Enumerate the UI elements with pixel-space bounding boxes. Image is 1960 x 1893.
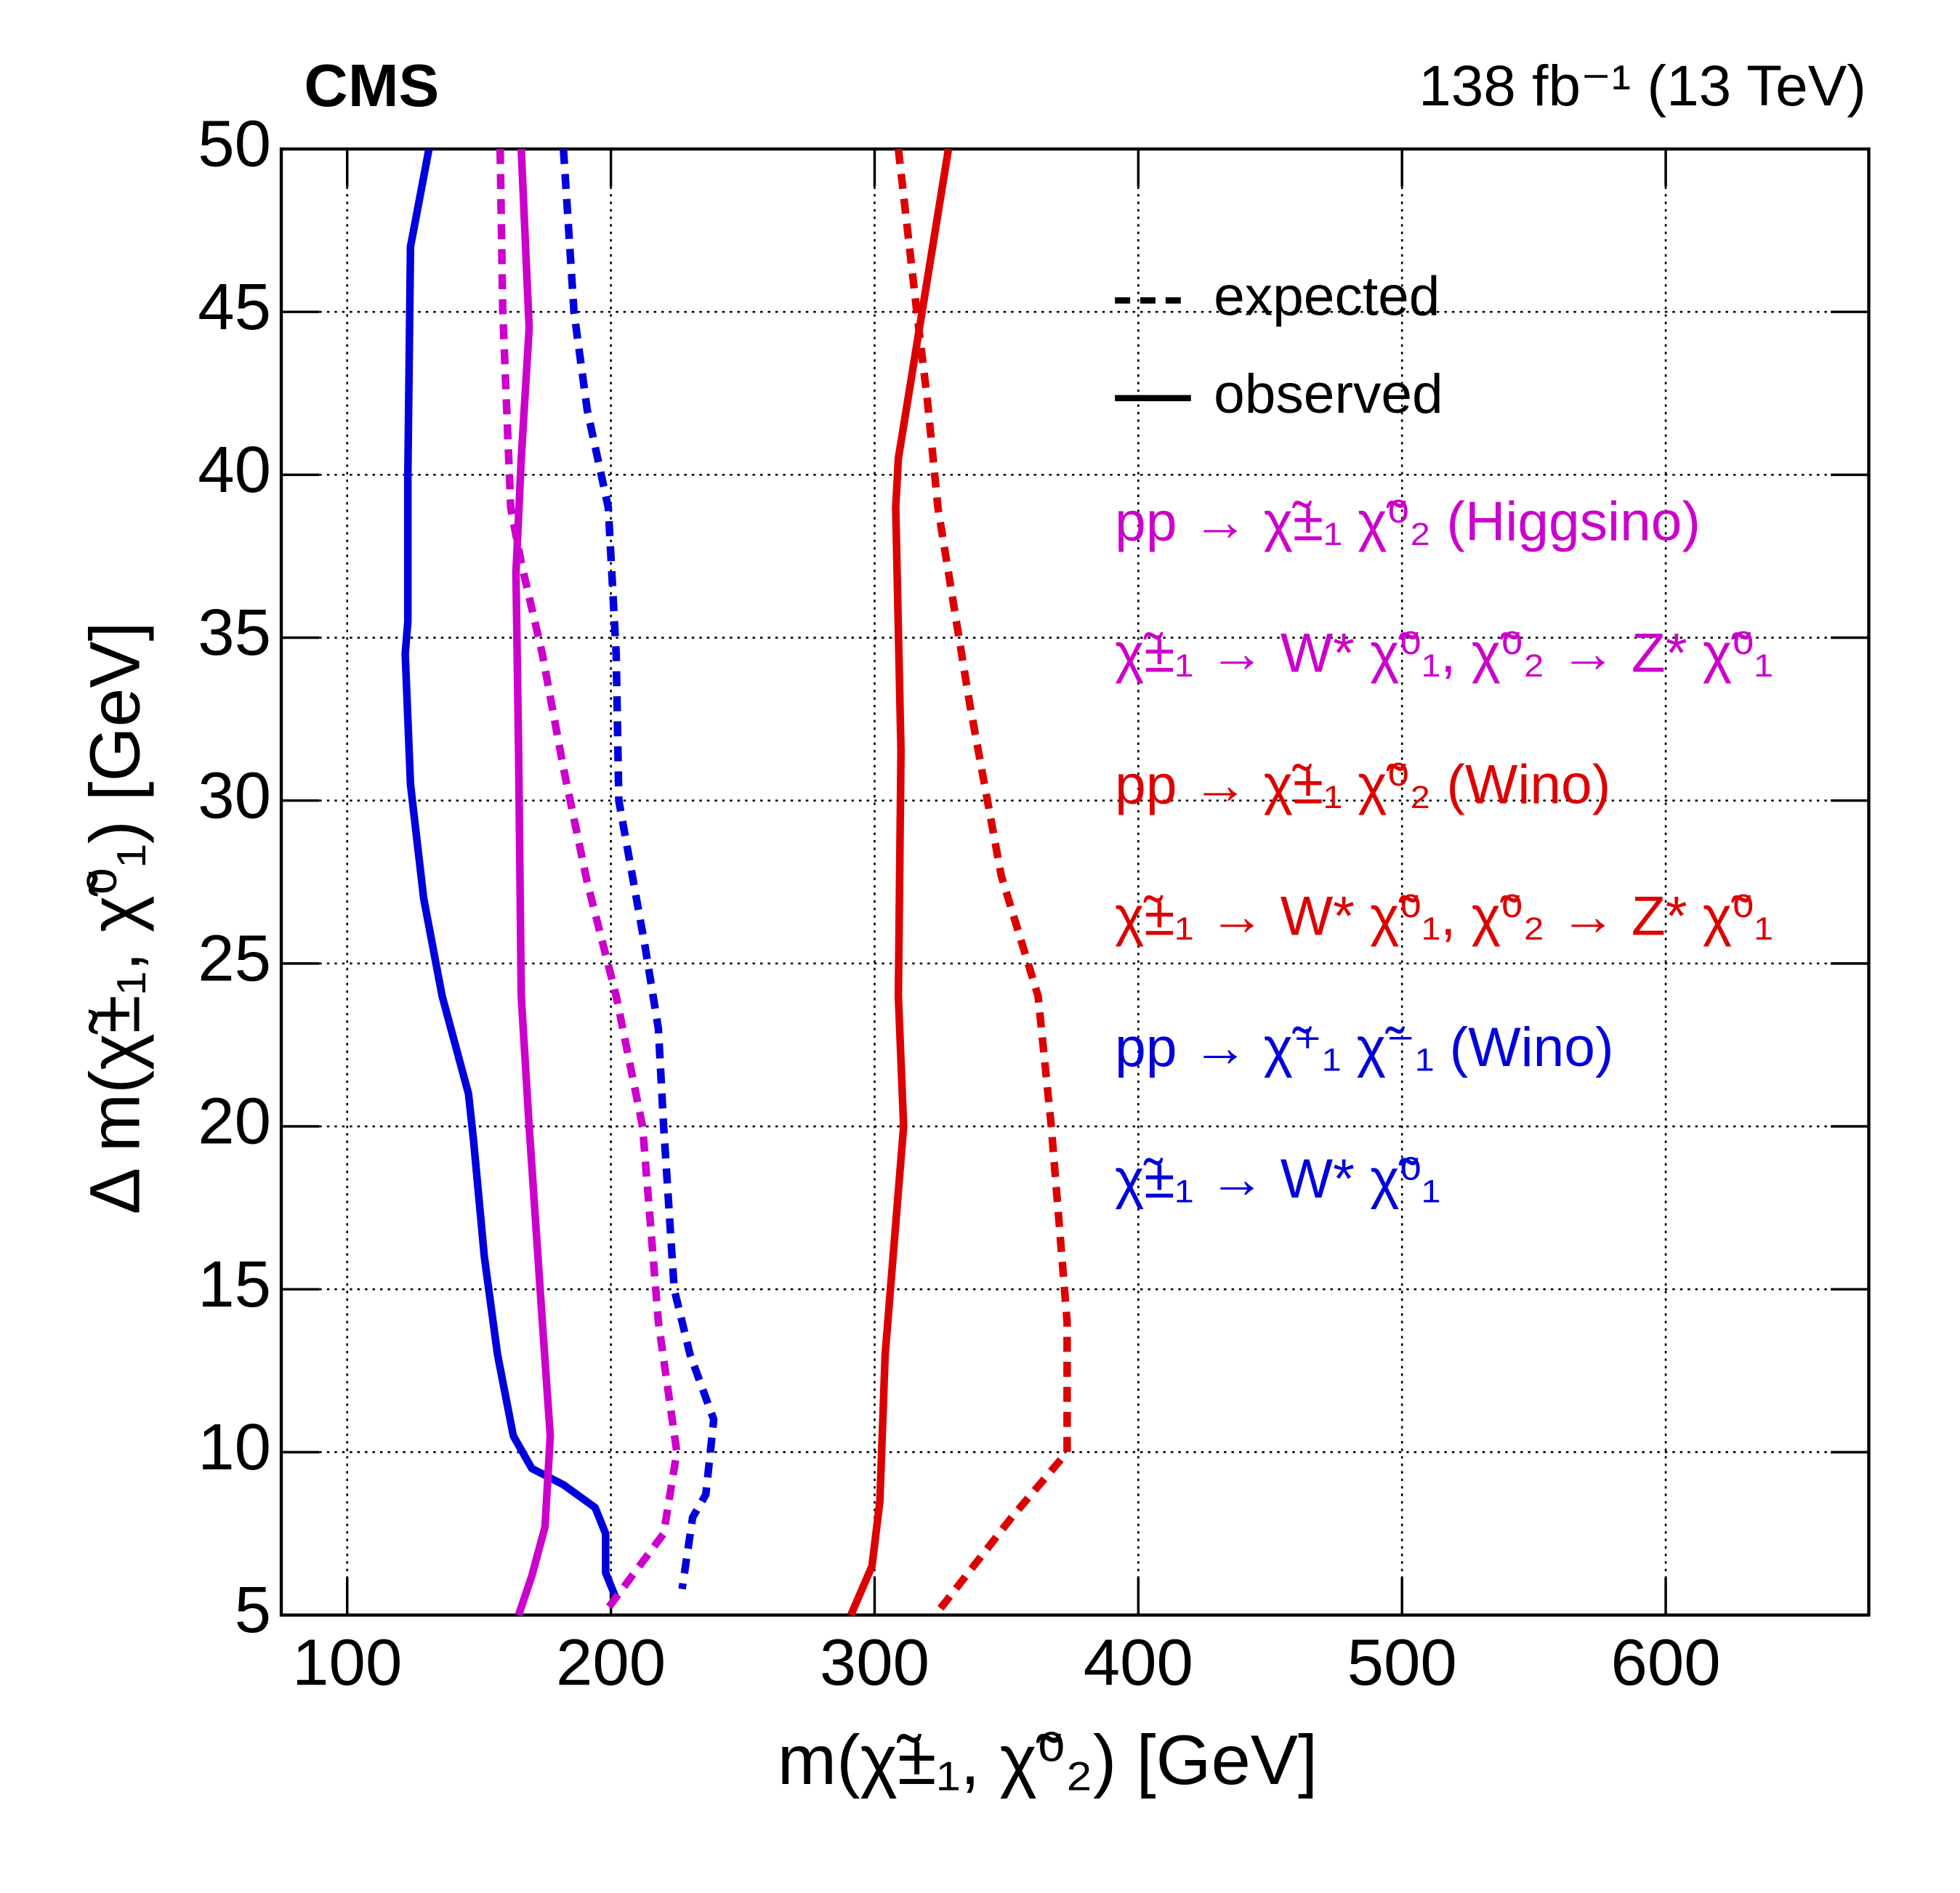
- annotation: χ̃±₁ → W* χ̃⁰₁, χ̃⁰₂ → Z* χ̃⁰₁: [1115, 623, 1773, 684]
- curve: [496, 148, 681, 1618]
- y-tick-label: 15: [198, 1248, 271, 1320]
- x-tick-label: 100: [292, 1626, 402, 1699]
- curve: [847, 148, 953, 1617]
- y-tick-label: 5: [235, 1574, 271, 1647]
- annotation: pp → χ̃±₁ χ̃⁰₂ (Higgsino): [1115, 491, 1701, 552]
- annotation: pp → χ̃⁺₁ χ̃⁻₁ (Wino): [1115, 1017, 1613, 1078]
- y-tick-label: 30: [198, 759, 271, 832]
- legend-label: observed: [1214, 363, 1443, 424]
- x-tick-label: 500: [1347, 1626, 1457, 1699]
- annotation: χ̃±₁ → W* χ̃⁰₁: [1115, 1149, 1440, 1210]
- y-tick-label: 20: [198, 1085, 271, 1158]
- x-tick-label: 200: [556, 1626, 666, 1699]
- x-axis-label: m(χ̃±₁, χ̃⁰₂) [GeV]: [778, 1720, 1318, 1799]
- annotation: pp → χ̃±₁ χ̃⁰₂ (Wino): [1115, 754, 1610, 815]
- y-tick-label: 10: [198, 1411, 271, 1484]
- x-tick-label: 300: [820, 1626, 929, 1699]
- chart-title: CMS: [304, 52, 439, 118]
- y-axis-label: Δ m(χ̃±₁, χ̃⁰₁) [GeV]: [75, 622, 155, 1215]
- plot-frame: [279, 147, 1871, 1617]
- curve: [512, 148, 554, 1617]
- annotation: χ̃±₁ → W* χ̃⁰₁, χ̃⁰₂ → Z* χ̃⁰₁: [1115, 886, 1773, 947]
- curve: [401, 148, 620, 1601]
- curve: [560, 148, 718, 1590]
- y-tick-label: 40: [198, 434, 271, 506]
- legend-label: expected: [1214, 266, 1440, 327]
- x-tick-label: 600: [1610, 1626, 1720, 1699]
- y-tick-label: 35: [198, 597, 271, 669]
- x-tick-label: 400: [1084, 1626, 1193, 1699]
- y-tick-label: 25: [198, 922, 271, 995]
- curve: [894, 148, 1071, 1618]
- y-tick-label: 50: [198, 108, 271, 180]
- y-tick-label: 45: [198, 270, 271, 343]
- chart-subtitle: 138 fb⁻¹ (13 TeV): [1419, 53, 1866, 117]
